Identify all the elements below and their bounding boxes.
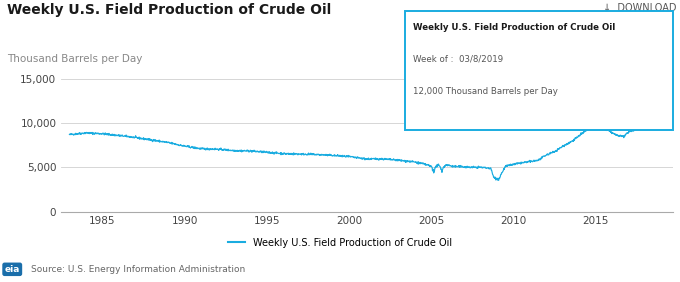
Text: Thousand Barrels per Day: Thousand Barrels per Day (7, 54, 142, 63)
Text: Week of :  03/8/2019: Week of : 03/8/2019 (413, 55, 503, 64)
Text: Weekly U.S. Field Production of Crude Oil: Weekly U.S. Field Production of Crude Oi… (413, 23, 615, 32)
Text: ↓  DOWNLOAD: ↓ DOWNLOAD (603, 3, 677, 13)
Text: 12,000 Thousand Barrels per Day: 12,000 Thousand Barrels per Day (413, 87, 558, 96)
Legend: Weekly U.S. Field Production of Crude Oil: Weekly U.S. Field Production of Crude Oi… (224, 234, 456, 252)
Text: Weekly U.S. Field Production of Crude Oil: Weekly U.S. Field Production of Crude Oi… (7, 3, 331, 17)
Text: eia: eia (5, 265, 20, 274)
Text: Source: U.S. Energy Information Administration: Source: U.S. Energy Information Administ… (31, 265, 245, 274)
